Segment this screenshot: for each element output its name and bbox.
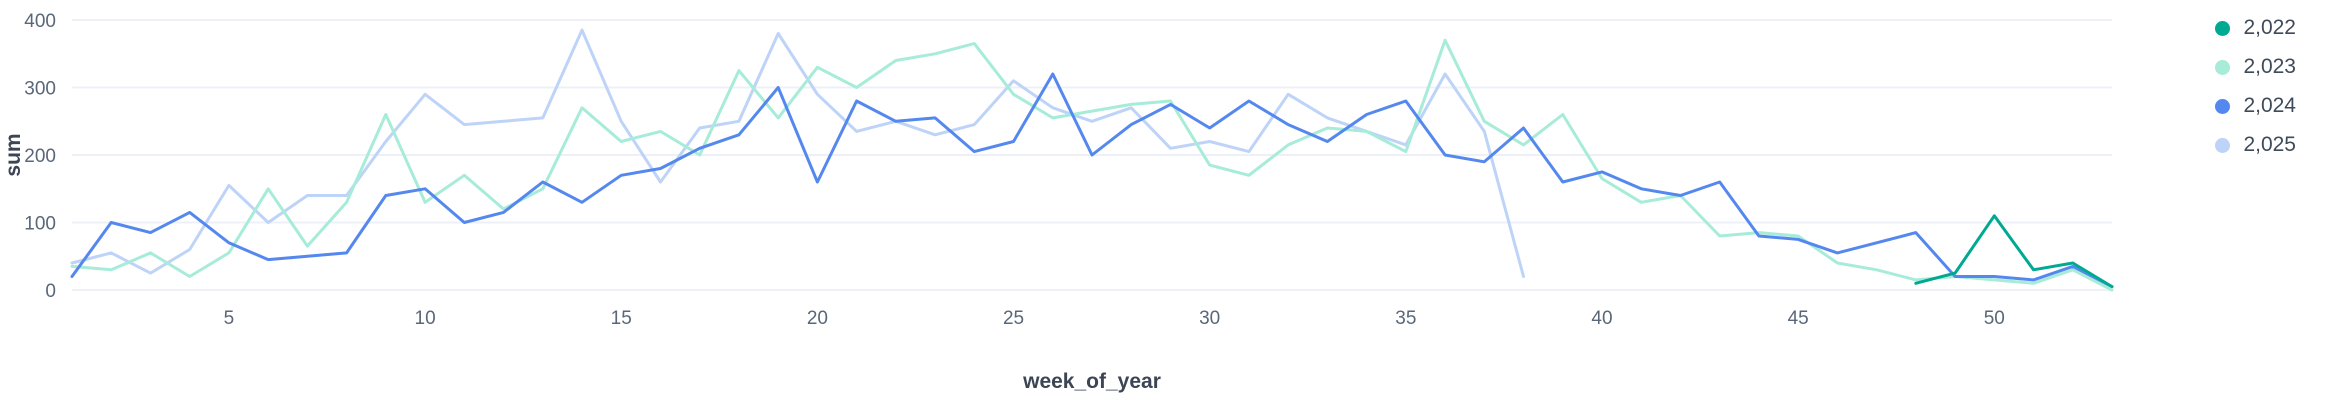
y-tick-label: 0 [45,281,56,302]
legend-item-2025[interactable]: 2,025 [2215,133,2296,157]
series-line-2024[interactable] [70,72,2114,289]
legend: 2,022 2,023 2,024 2,025 [2215,16,2296,157]
y-axis-title: sum [2,133,25,176]
x-tick-label: 15 [611,308,632,329]
y-tick-label: 100 [24,214,56,235]
legend-label: 2,025 [2243,133,2296,156]
series-line-2023[interactable] [70,38,2114,292]
legend-dot [2215,59,2231,75]
x-tick-label: 45 [1788,308,1809,329]
legend-label: 2,023 [2243,55,2296,78]
y-tick-label: 200 [24,146,56,167]
x-tick-label: 10 [415,308,436,329]
legend-item-2024[interactable]: 2,024 [2215,94,2296,118]
y-tick-label: 300 [24,79,56,100]
x-tick-label: 50 [1984,308,2005,329]
x-tick-label: 40 [1591,308,1612,329]
legend-label: 2,024 [2243,94,2296,117]
legend-item-2022[interactable]: 2,022 [2215,16,2296,40]
series-line-2025[interactable] [70,28,1525,278]
x-tick-label: 25 [1003,308,1024,329]
x-tick-label: 5 [224,308,235,329]
x-tick-label: 30 [1199,308,1220,329]
x-axis-title: week_of_year [1022,370,1161,393]
legend-dot [2215,98,2231,114]
series-lines [70,28,2114,292]
legend-item-2023[interactable]: 2,023 [2215,55,2296,79]
axis-ticks: 0 100 200 300 400 5 10 15 20 25 30 35 40 45 50 [24,11,2005,329]
y-tick-label: 400 [24,11,56,32]
series-line-2022[interactable] [1914,214,2114,289]
x-tick-label: 35 [1395,308,1416,329]
x-tick-label: 20 [807,308,828,329]
legend-label: 2,022 [2243,16,2296,39]
legend-dot [2215,137,2231,153]
legend-dot [2215,20,2231,36]
